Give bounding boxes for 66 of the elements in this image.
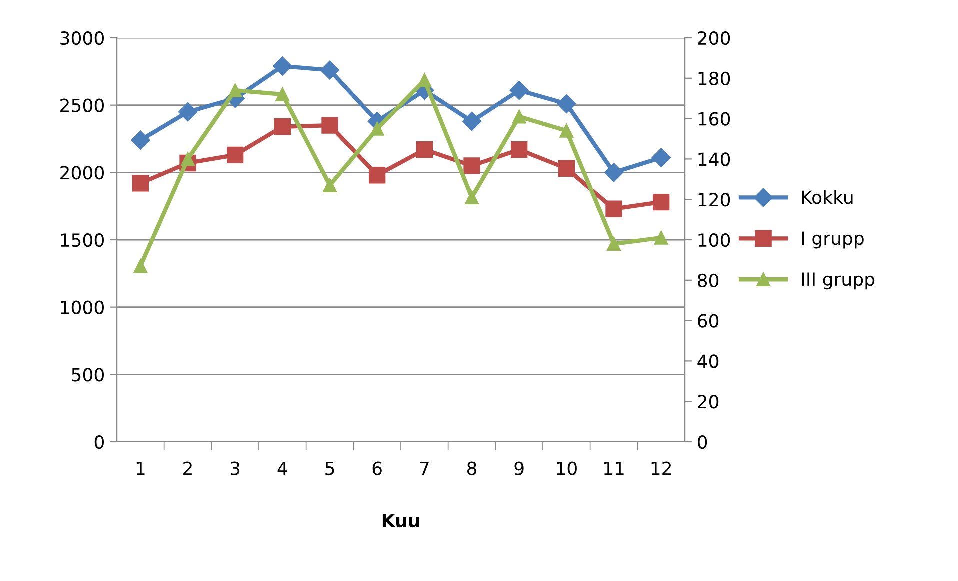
point <box>512 110 526 124</box>
x-tick-label: 5 <box>326 462 334 476</box>
point <box>273 56 292 76</box>
y2-tick-label: 180 <box>698 72 730 86</box>
y-tick-label: 2500 <box>60 98 104 112</box>
point <box>560 124 574 138</box>
point <box>606 200 622 218</box>
point <box>558 160 575 177</box>
x-tick-label: 11 <box>604 462 624 476</box>
point <box>510 80 529 100</box>
y2-tick-label: 0 <box>698 435 708 450</box>
y-tick-label: 0 <box>94 435 104 450</box>
x-tick-label: 1 <box>136 462 145 476</box>
point <box>227 146 244 164</box>
y2-tick-label: 100 <box>698 233 730 248</box>
point <box>604 163 624 182</box>
point <box>465 190 479 205</box>
point <box>228 84 242 98</box>
point <box>418 73 432 88</box>
point <box>131 130 150 150</box>
point <box>274 118 291 136</box>
x-tick-label: 10 <box>557 462 577 476</box>
x-axis-title: Kuu <box>382 514 420 528</box>
y2-tick-label: 80 <box>698 274 719 288</box>
legend-label: I grupp <box>802 232 864 249</box>
point <box>181 152 195 166</box>
y2-tick-label: 60 <box>698 314 719 328</box>
x-tick-label: 12 <box>652 462 672 476</box>
y-tick-label: 3000 <box>60 31 104 46</box>
x-tick-label: 6 <box>372 462 382 476</box>
point <box>654 231 668 245</box>
x-tick-label: 7 <box>420 462 429 476</box>
point <box>370 122 384 136</box>
point <box>416 141 433 158</box>
point <box>464 158 480 174</box>
y2-tick-label: 120 <box>698 193 730 207</box>
point <box>652 148 671 168</box>
point <box>134 259 148 274</box>
point <box>178 102 198 122</box>
x-tick-label: 8 <box>467 462 477 476</box>
y-tick-label: 500 <box>72 368 104 382</box>
y-tick-label: 2000 <box>60 166 104 180</box>
x-tick-label: 2 <box>184 462 192 476</box>
point <box>557 94 576 114</box>
x-tick-label: 4 <box>278 462 288 476</box>
y2-tick-label: 200 <box>698 31 730 46</box>
point <box>369 167 386 184</box>
legend-label: Kokku <box>802 190 853 204</box>
legend-label: III grupp <box>802 272 875 290</box>
point <box>323 178 337 192</box>
point <box>320 60 340 80</box>
y2-tick-label: 40 <box>698 354 719 368</box>
point <box>462 112 482 132</box>
point <box>322 117 338 134</box>
y-tick-label: 1000 <box>61 300 104 314</box>
y2-tick-label: 140 <box>698 152 730 166</box>
point <box>607 237 621 251</box>
y-tick-label: 1500 <box>61 233 104 248</box>
point <box>276 88 290 102</box>
point <box>653 194 670 211</box>
x-tick-label: 3 <box>230 462 240 476</box>
y2-tick-label: 160 <box>698 112 730 126</box>
point <box>511 141 528 158</box>
y2-tick-label: 20 <box>698 395 719 409</box>
point <box>132 175 149 192</box>
x-tick-label: 9 <box>514 462 524 476</box>
